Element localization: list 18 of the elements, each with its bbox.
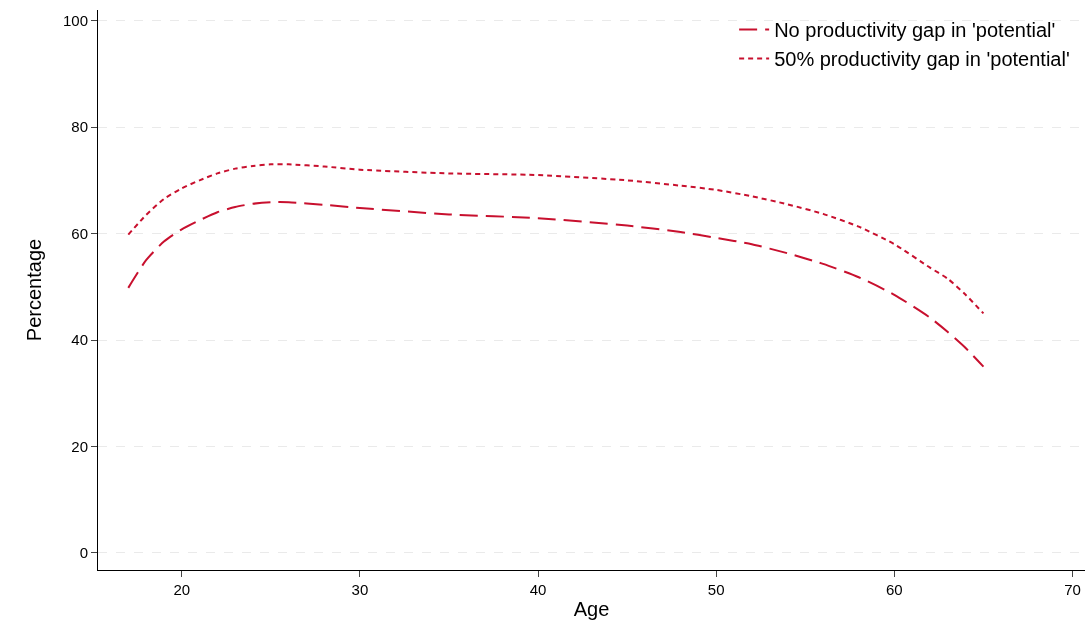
line-series [127, 163, 985, 315]
x-tick-label: 30 [351, 581, 369, 598]
legend-label: 50% productivity gap in 'potential' [774, 48, 1070, 71]
x-tick-label: 20 [173, 581, 191, 598]
y-tick-label: 100 [62, 11, 88, 29]
x-tick-label: 60 [886, 581, 903, 598]
y-tick-label: 60 [71, 224, 88, 242]
x-tick-label: 40 [529, 581, 547, 598]
y-tick-label: 40 [71, 331, 88, 349]
y-axis-title: Percentage [23, 238, 46, 342]
x-axis-title: Age [573, 597, 610, 620]
x-tick-label: 70 [1064, 581, 1081, 598]
y-tick-label: 80 [71, 118, 88, 136]
y-tick-label: 20 [71, 437, 88, 455]
y-tick-label: 0 [79, 544, 88, 562]
x-tick-label: 50 [707, 581, 725, 598]
legend-label: No productivity gap in 'potential' [774, 19, 1056, 42]
line-series [127, 201, 985, 368]
